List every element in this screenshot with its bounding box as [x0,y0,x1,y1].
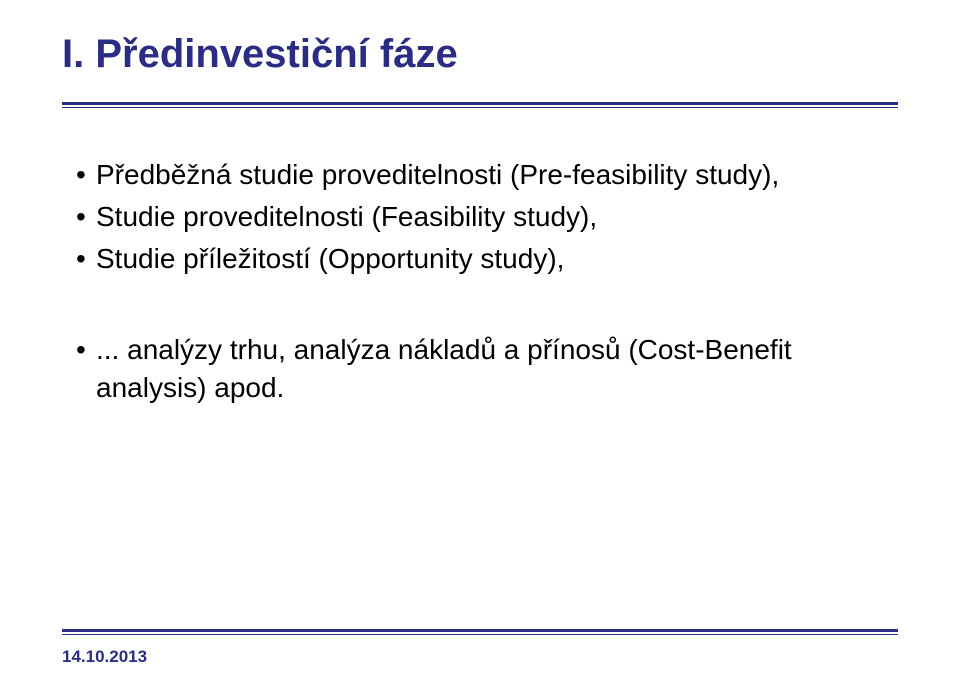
rule-thick [62,102,898,105]
bullet-text: Předběžná studie proveditelnosti (Pre-fe… [96,156,779,194]
bullet-dot-icon: • [76,198,96,236]
slide-title: I. Předinvestiční fáze [62,32,458,77]
spacer [76,281,896,331]
title-rule [62,102,898,108]
bullet-text: ... analýzy trhu, analýza nákladů a přín… [96,331,896,407]
rule-thick [62,629,898,632]
list-item: • Studie příležitostí (Opportunity study… [76,240,896,278]
footer-date: 14.10.2013 [62,647,147,667]
bullet-dot-icon: • [76,240,96,278]
list-item: • ... analýzy trhu, analýza nákladů a př… [76,331,896,407]
rule-thin [62,634,898,635]
slide: I. Předinvestiční fáze • Předběžná studi… [0,0,960,691]
bullet-text: Studie příležitostí (Opportunity study), [96,240,564,278]
list-item: • Studie proveditelnosti (Feasibility st… [76,198,896,236]
list-item: • Předběžná studie proveditelnosti (Pre-… [76,156,896,194]
bullet-list: • Předběžná studie proveditelnosti (Pre-… [76,156,896,411]
rule-thin [62,107,898,108]
bullet-text: Studie proveditelnosti (Feasibility stud… [96,198,597,236]
bullet-dot-icon: • [76,156,96,194]
bullet-dot-icon: • [76,331,96,369]
footer-rule [62,629,898,635]
